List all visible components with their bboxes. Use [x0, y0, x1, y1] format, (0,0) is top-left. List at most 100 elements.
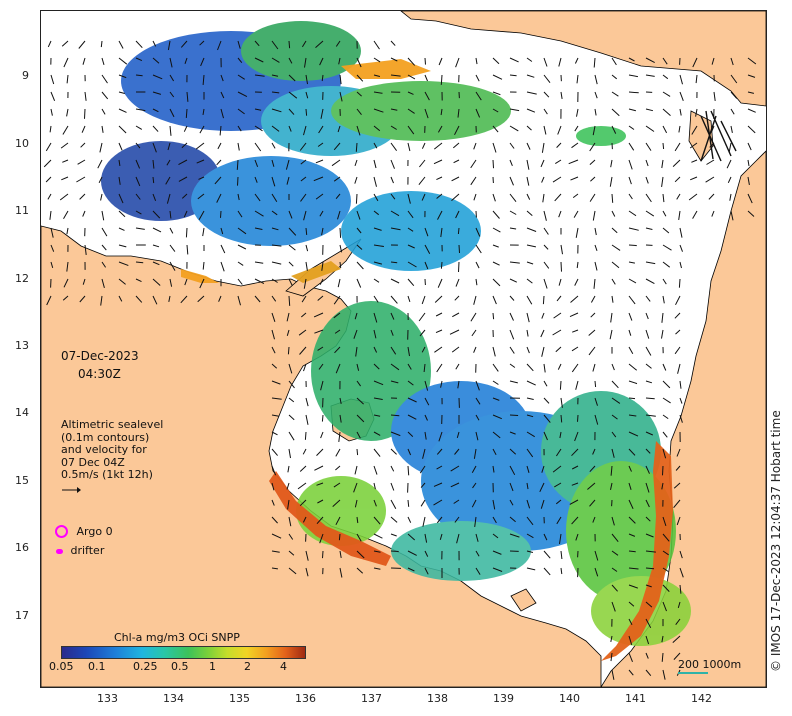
- velocity-arrow: [316, 482, 324, 486]
- velocity-arrow: [492, 533, 499, 539]
- velocity-arrow: [572, 193, 579, 199]
- velocity-arrow: [433, 142, 443, 150]
- velocity-arrow: [237, 193, 240, 201]
- velocity-arrow: [78, 40, 86, 49]
- velocity-arrow: [437, 125, 443, 133]
- velocity-arrow: [541, 142, 545, 153]
- velocity-arrow: [373, 431, 381, 436]
- velocity-arrow: [271, 414, 280, 417]
- velocity-arrow: [59, 193, 69, 201]
- velocity-arrow: [135, 176, 141, 187]
- velocity-arrow: [316, 448, 324, 456]
- velocity-arrow: [594, 414, 599, 425]
- velocity-arrow: [673, 652, 681, 660]
- velocity-arrow: [645, 652, 649, 659]
- velocity-arrow: [662, 533, 670, 542]
- velocity-arrow: [711, 210, 715, 217]
- velocity-arrow: [318, 363, 324, 370]
- velocity-arrow: [433, 499, 443, 506]
- velocity-arrow: [611, 363, 615, 371]
- velocity-arrow: [679, 414, 683, 423]
- velocity-arrow: [335, 516, 341, 526]
- velocity-arrow: [332, 499, 341, 507]
- velocity-arrow: [610, 482, 613, 491]
- velocity-arrow: [335, 363, 341, 374]
- velocity-arrow: [560, 91, 563, 99]
- velocity-arrow: [454, 516, 460, 523]
- velocity-arrow: [407, 380, 414, 386]
- velocity-arrow: [675, 618, 681, 626]
- velocity-arrow: [353, 329, 358, 339]
- velocity-arrow: [458, 261, 460, 273]
- velocity-arrow: [675, 329, 681, 335]
- velocity-arrow: [492, 91, 501, 96]
- velocity-arrow: [166, 159, 171, 166]
- velocity-arrow: [552, 329, 562, 336]
- velocity-arrow: [470, 312, 477, 322]
- velocity-arrow: [509, 414, 519, 416]
- velocity-arrow: [692, 57, 698, 68]
- velocity-arrow: [335, 193, 341, 200]
- velocity-arrow: [675, 465, 681, 471]
- velocity-arrow: [50, 227, 54, 238]
- velocity-arrow: [271, 448, 278, 456]
- velocity-arrow: [101, 210, 105, 221]
- velocity-arrow: [254, 142, 262, 152]
- velocity-arrow: [526, 57, 533, 62]
- velocity-arrow: [288, 516, 292, 527]
- velocity-arrow: [662, 261, 671, 268]
- velocity-arrow: [303, 363, 307, 372]
- velocity-arrow: [475, 91, 482, 101]
- velocity-arrow: [492, 74, 503, 80]
- velocity-arrow: [407, 91, 414, 95]
- velocity-arrow: [679, 91, 684, 101]
- velocity-arrow: [492, 295, 497, 305]
- velocity-arrow: [593, 278, 596, 289]
- velocity-arrow: [237, 210, 243, 218]
- velocity-arrow: [571, 346, 579, 352]
- velocity-arrow: [118, 193, 124, 204]
- velocity-arrow: [288, 278, 293, 287]
- velocity-arrow: [692, 210, 698, 219]
- velocity-arrow: [674, 346, 681, 355]
- velocity-arrow: [418, 312, 426, 322]
- velocity-arrow: [526, 125, 532, 131]
- velocity-arrow: [611, 193, 614, 203]
- velocity-arrow: [390, 380, 399, 384]
- velocity-arrow: [373, 499, 377, 507]
- velocity-arrow: [611, 261, 620, 269]
- velocity-arrow: [407, 431, 414, 437]
- velocity-arrow: [335, 40, 341, 47]
- velocity-arrow: [178, 176, 188, 182]
- velocity-arrow: [628, 312, 633, 321]
- velocity-arrow: [676, 516, 681, 526]
- velocity-arrow: [237, 108, 245, 115]
- velocity-arrow: [662, 601, 667, 612]
- velocity-arrow: [541, 176, 545, 183]
- velocity-arrow: [420, 499, 426, 507]
- velocity-arrow: [118, 278, 126, 285]
- velocity-arrow: [674, 312, 681, 319]
- velocity-arrow: [254, 40, 260, 47]
- velocity-arrow: [271, 227, 279, 231]
- velocity-arrow: [509, 516, 516, 523]
- y-tick-label: 12: [15, 272, 29, 285]
- velocity-arrow: [540, 329, 545, 338]
- velocity-arrow: [594, 74, 598, 85]
- velocity-arrow: [135, 159, 141, 169]
- velocity-arrow: [237, 40, 241, 49]
- velocity-arrow: [645, 584, 652, 588]
- velocity-arrow: [356, 516, 359, 524]
- velocity-arrow: [43, 159, 52, 168]
- velocity-arrow: [628, 584, 638, 589]
- velocity-arrow: [594, 227, 597, 236]
- velocity-arrow: [317, 142, 324, 147]
- velocity-arrows: [43, 40, 757, 680]
- y-tick-label: 15: [15, 474, 29, 487]
- velocity-arrow: [373, 533, 383, 539]
- velocity-arrow: [436, 465, 443, 470]
- velocity-arrow: [611, 210, 616, 217]
- velocity-arrow: [424, 431, 427, 440]
- velocity-arrow: [135, 74, 143, 77]
- velocity-arrow: [319, 57, 324, 66]
